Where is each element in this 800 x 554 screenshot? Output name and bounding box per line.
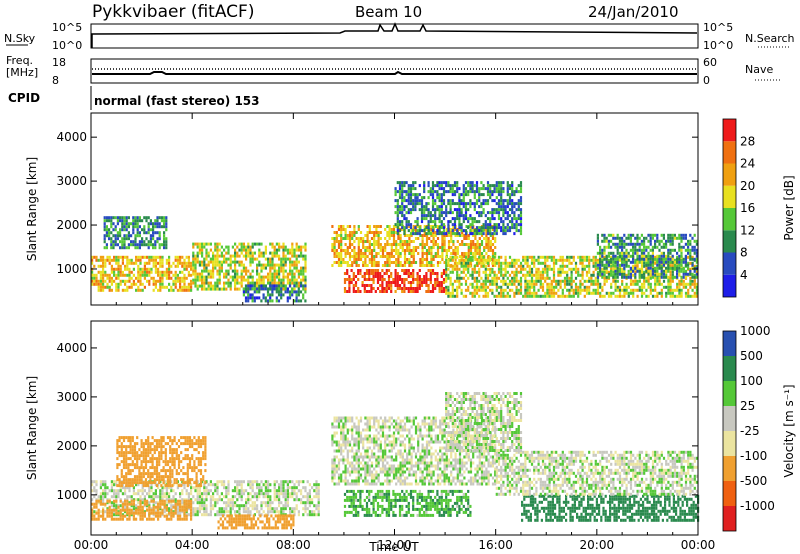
cpid-label: CPID — [8, 91, 40, 105]
power-colorbar-seg-6 — [723, 141, 736, 164]
nsky-trace — [91, 22, 698, 48]
nsky-panel — [90, 23, 699, 49]
power-colorbar-tick-3: 16 — [740, 201, 755, 215]
velocity-region-3 — [217, 514, 295, 530]
power-colorbar-tick-2: 12 — [740, 223, 755, 237]
power-panel: 1000 2000 3000 4000 Slant Range [km] 4 8 12 16 20… — [25, 112, 796, 306]
velocity-region-6 — [521, 494, 700, 522]
velocity-colorbar-frame — [722, 330, 737, 532]
nsky-tick-top: 10^5 — [52, 21, 82, 34]
nsearch-tick-top: 10^5 — [703, 21, 733, 34]
power-colorbar-seg-5 — [723, 163, 736, 186]
power-colorbar-tick-0: 4 — [740, 268, 748, 282]
nave-label: Nave — [745, 63, 773, 76]
power-region-3 — [242, 284, 307, 303]
velocity-region-8 — [445, 392, 523, 452]
velocity-colorbar-tick-5: 100 — [740, 374, 763, 388]
power-ylabel: Slant Range [km] — [25, 157, 39, 261]
x-axis-label: Time UT — [368, 540, 419, 554]
power-ytick-label-1: 2000 — [56, 218, 87, 232]
velocity-colorbar-seg-6 — [723, 356, 736, 381]
nsearch-label: N.Search — [745, 32, 795, 45]
power-colorbar-seg-3 — [723, 208, 736, 231]
xtick-label-1: 04:00 — [175, 538, 210, 552]
date-label: 24/Jan/2010 — [588, 3, 679, 21]
xtick-label-6: 00:00 — [681, 538, 716, 552]
xtick-label-2: 08:00 — [276, 538, 311, 552]
power-region-1 — [103, 216, 168, 250]
beam-label: Beam 10 — [355, 3, 422, 21]
cpid-value: normal (fast stereo) 153 — [94, 94, 260, 108]
nsky-label: N.Sky — [4, 32, 36, 45]
xtick-label-5: 20:00 — [580, 538, 615, 552]
velocity-panel: 1000 2000 3000 4000 Slant Range [km] 00:00 04:… — [25, 320, 796, 552]
freq-trace — [92, 70, 697, 75]
freq-tick-top: 18 — [52, 56, 66, 69]
velocity-region-4 — [343, 489, 472, 517]
power-scatter-cells — [91, 181, 699, 303]
xtick-label-3: 12:00 — [377, 538, 412, 552]
power-colorbar-label: Power [dB] — [782, 175, 796, 240]
velocity-colorbar-seg-0 — [723, 506, 736, 531]
nsearch-tick-bottom: 10^0 — [703, 39, 733, 52]
power-colorbar-tick-4: 20 — [740, 179, 755, 193]
power-region-4 — [343, 269, 446, 293]
nave-tick-bottom: 0 — [703, 74, 710, 87]
freq-panel — [90, 58, 699, 84]
velocity-ytick-label-2: 3000 — [56, 390, 87, 404]
velocity-colorbar-seg-4 — [723, 406, 736, 431]
velocity-colorbar-tick-2: -100 — [740, 449, 767, 463]
power-ytick-label-0: 1000 — [56, 262, 87, 276]
velocity-colorbar-tick-6: 500 — [740, 349, 763, 363]
velocity-colorbar-seg-2 — [723, 456, 736, 481]
xtick-label-4: 16:00 — [478, 538, 513, 552]
velocity-ytick-label-0: 1000 — [56, 488, 87, 502]
power-colorbar-seg-0 — [723, 274, 736, 297]
velocity-colorbar-tick-7: 1000 — [740, 324, 771, 338]
velocity-colorbar-tick-4: 25 — [740, 399, 755, 413]
freq-label: Freq. — [6, 54, 33, 67]
power-colorbar-seg-1 — [723, 252, 736, 275]
velocity-colorbar-seg-1 — [723, 481, 736, 506]
velocity-scatter-cells — [91, 392, 700, 530]
velocity-colorbar-tick-1: -500 — [740, 474, 767, 488]
power-colorbar-tick-5: 24 — [740, 157, 755, 171]
power-region-0 — [91, 255, 193, 292]
nsky-tick-bottom: 10^0 — [52, 39, 82, 52]
freq-unit: [MHz] — [6, 66, 38, 79]
velocity-colorbar-tick-0: -1000 — [740, 499, 775, 513]
nave-tick-top: 60 — [703, 56, 717, 69]
power-ytick-label-3: 4000 — [56, 130, 87, 144]
power-ytick-label-2: 3000 — [56, 174, 87, 188]
power-colorbar-seg-7 — [723, 119, 736, 142]
velocity-region-2 — [91, 499, 193, 521]
velocity-region-1 — [116, 436, 207, 488]
velocity-colorbar-seg-5 — [723, 381, 736, 406]
velocity-region-5 — [331, 416, 497, 486]
power-colorbar-seg-4 — [723, 185, 736, 208]
velocity-region-7 — [495, 450, 699, 496]
velocity-colorbar-seg-3 — [723, 431, 736, 456]
velocity-ytick-label-3: 4000 — [56, 341, 87, 355]
power-region-8 — [596, 233, 698, 279]
velocity-colorbar-tick-3: -25 — [740, 424, 760, 438]
xtick-label-0: 00:00 — [74, 538, 109, 552]
velocity-colorbar-seg-7 — [723, 331, 736, 356]
freq-tick-bottom: 8 — [52, 74, 59, 87]
velocity-ylabel: Slant Range [km] — [25, 376, 39, 480]
power-colorbar-tick-6: 28 — [740, 134, 755, 148]
power-region-2 — [192, 242, 307, 291]
power-region-6 — [394, 181, 523, 236]
velocity-ytick-label-1: 2000 — [56, 439, 87, 453]
velocity-colorbar-label: Velocity [m s⁻¹] — [782, 384, 796, 477]
power-colorbar-frame — [722, 118, 737, 298]
station-title: Pykkvibaer (fitACF) — [92, 2, 254, 22]
power-colorbar-seg-2 — [723, 230, 736, 253]
power-colorbar-tick-1: 8 — [740, 246, 748, 260]
